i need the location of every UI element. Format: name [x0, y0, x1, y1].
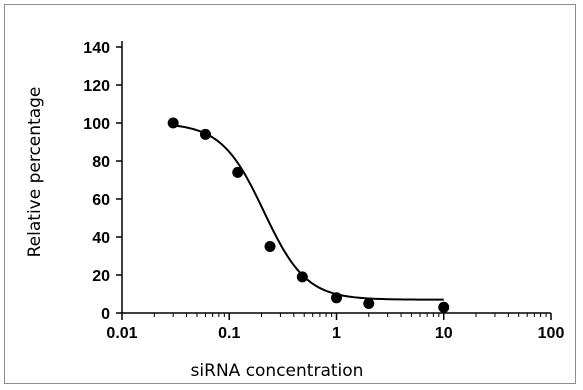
- data-point: [232, 166, 244, 178]
- data-point: [199, 128, 211, 140]
- y-tick-label: 40: [92, 230, 110, 247]
- fit-curve: [173, 124, 444, 301]
- y-tick-label: 140: [83, 40, 110, 57]
- x-tick-label: 1: [332, 325, 341, 342]
- x-tick-label: 10: [435, 325, 453, 342]
- y-tick-label: 100: [83, 116, 110, 133]
- x-tick-label: 0.1: [218, 325, 240, 342]
- x-tick-label: 0.01: [106, 325, 137, 342]
- y-tick-label: 120: [83, 78, 110, 95]
- data-point: [264, 241, 276, 252]
- y-tick-label: 80: [92, 154, 110, 171]
- data-point: [167, 117, 179, 129]
- x-tick-label: 100: [538, 325, 565, 342]
- y-axis-title: Relative percentage: [25, 87, 45, 258]
- fit-curve-layer: [173, 124, 444, 301]
- x-axis-title: siRNA concentration: [191, 361, 364, 381]
- y-tick-label: 20: [92, 268, 110, 285]
- data-point: [438, 301, 450, 313]
- chart-frame: [4, 4, 576, 384]
- y-axis-ticks: 0 20 40 60 80 100 120 140: [83, 40, 122, 323]
- x-axis-ticks: 0.01 0.1 1 10 100: [106, 313, 564, 342]
- data-points: [167, 117, 450, 313]
- y-tick-label: 0: [101, 306, 110, 323]
- data-point: [363, 298, 375, 309]
- data-point: [296, 271, 308, 283]
- y-tick-label: 60: [92, 192, 110, 209]
- data-point: [331, 292, 342, 304]
- axes: [121, 41, 551, 314]
